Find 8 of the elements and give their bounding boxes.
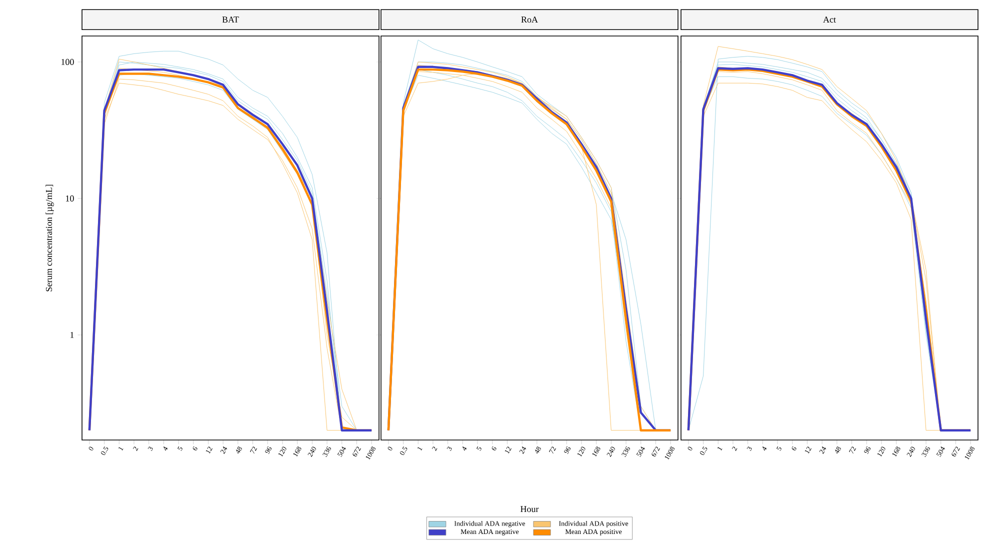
y-tick-label: 10 bbox=[66, 195, 74, 202]
chart-title: Act bbox=[823, 16, 836, 23]
chart-title: BAT bbox=[222, 16, 239, 23]
y-axis-title: Serum concentration [µg/mL] bbox=[46, 184, 54, 292]
y-tick-label: 1 bbox=[70, 332, 74, 338]
chart-title: RoA bbox=[521, 16, 538, 23]
x-axis-title: Hour bbox=[520, 506, 539, 512]
y-tick-label: 100 bbox=[61, 58, 74, 66]
